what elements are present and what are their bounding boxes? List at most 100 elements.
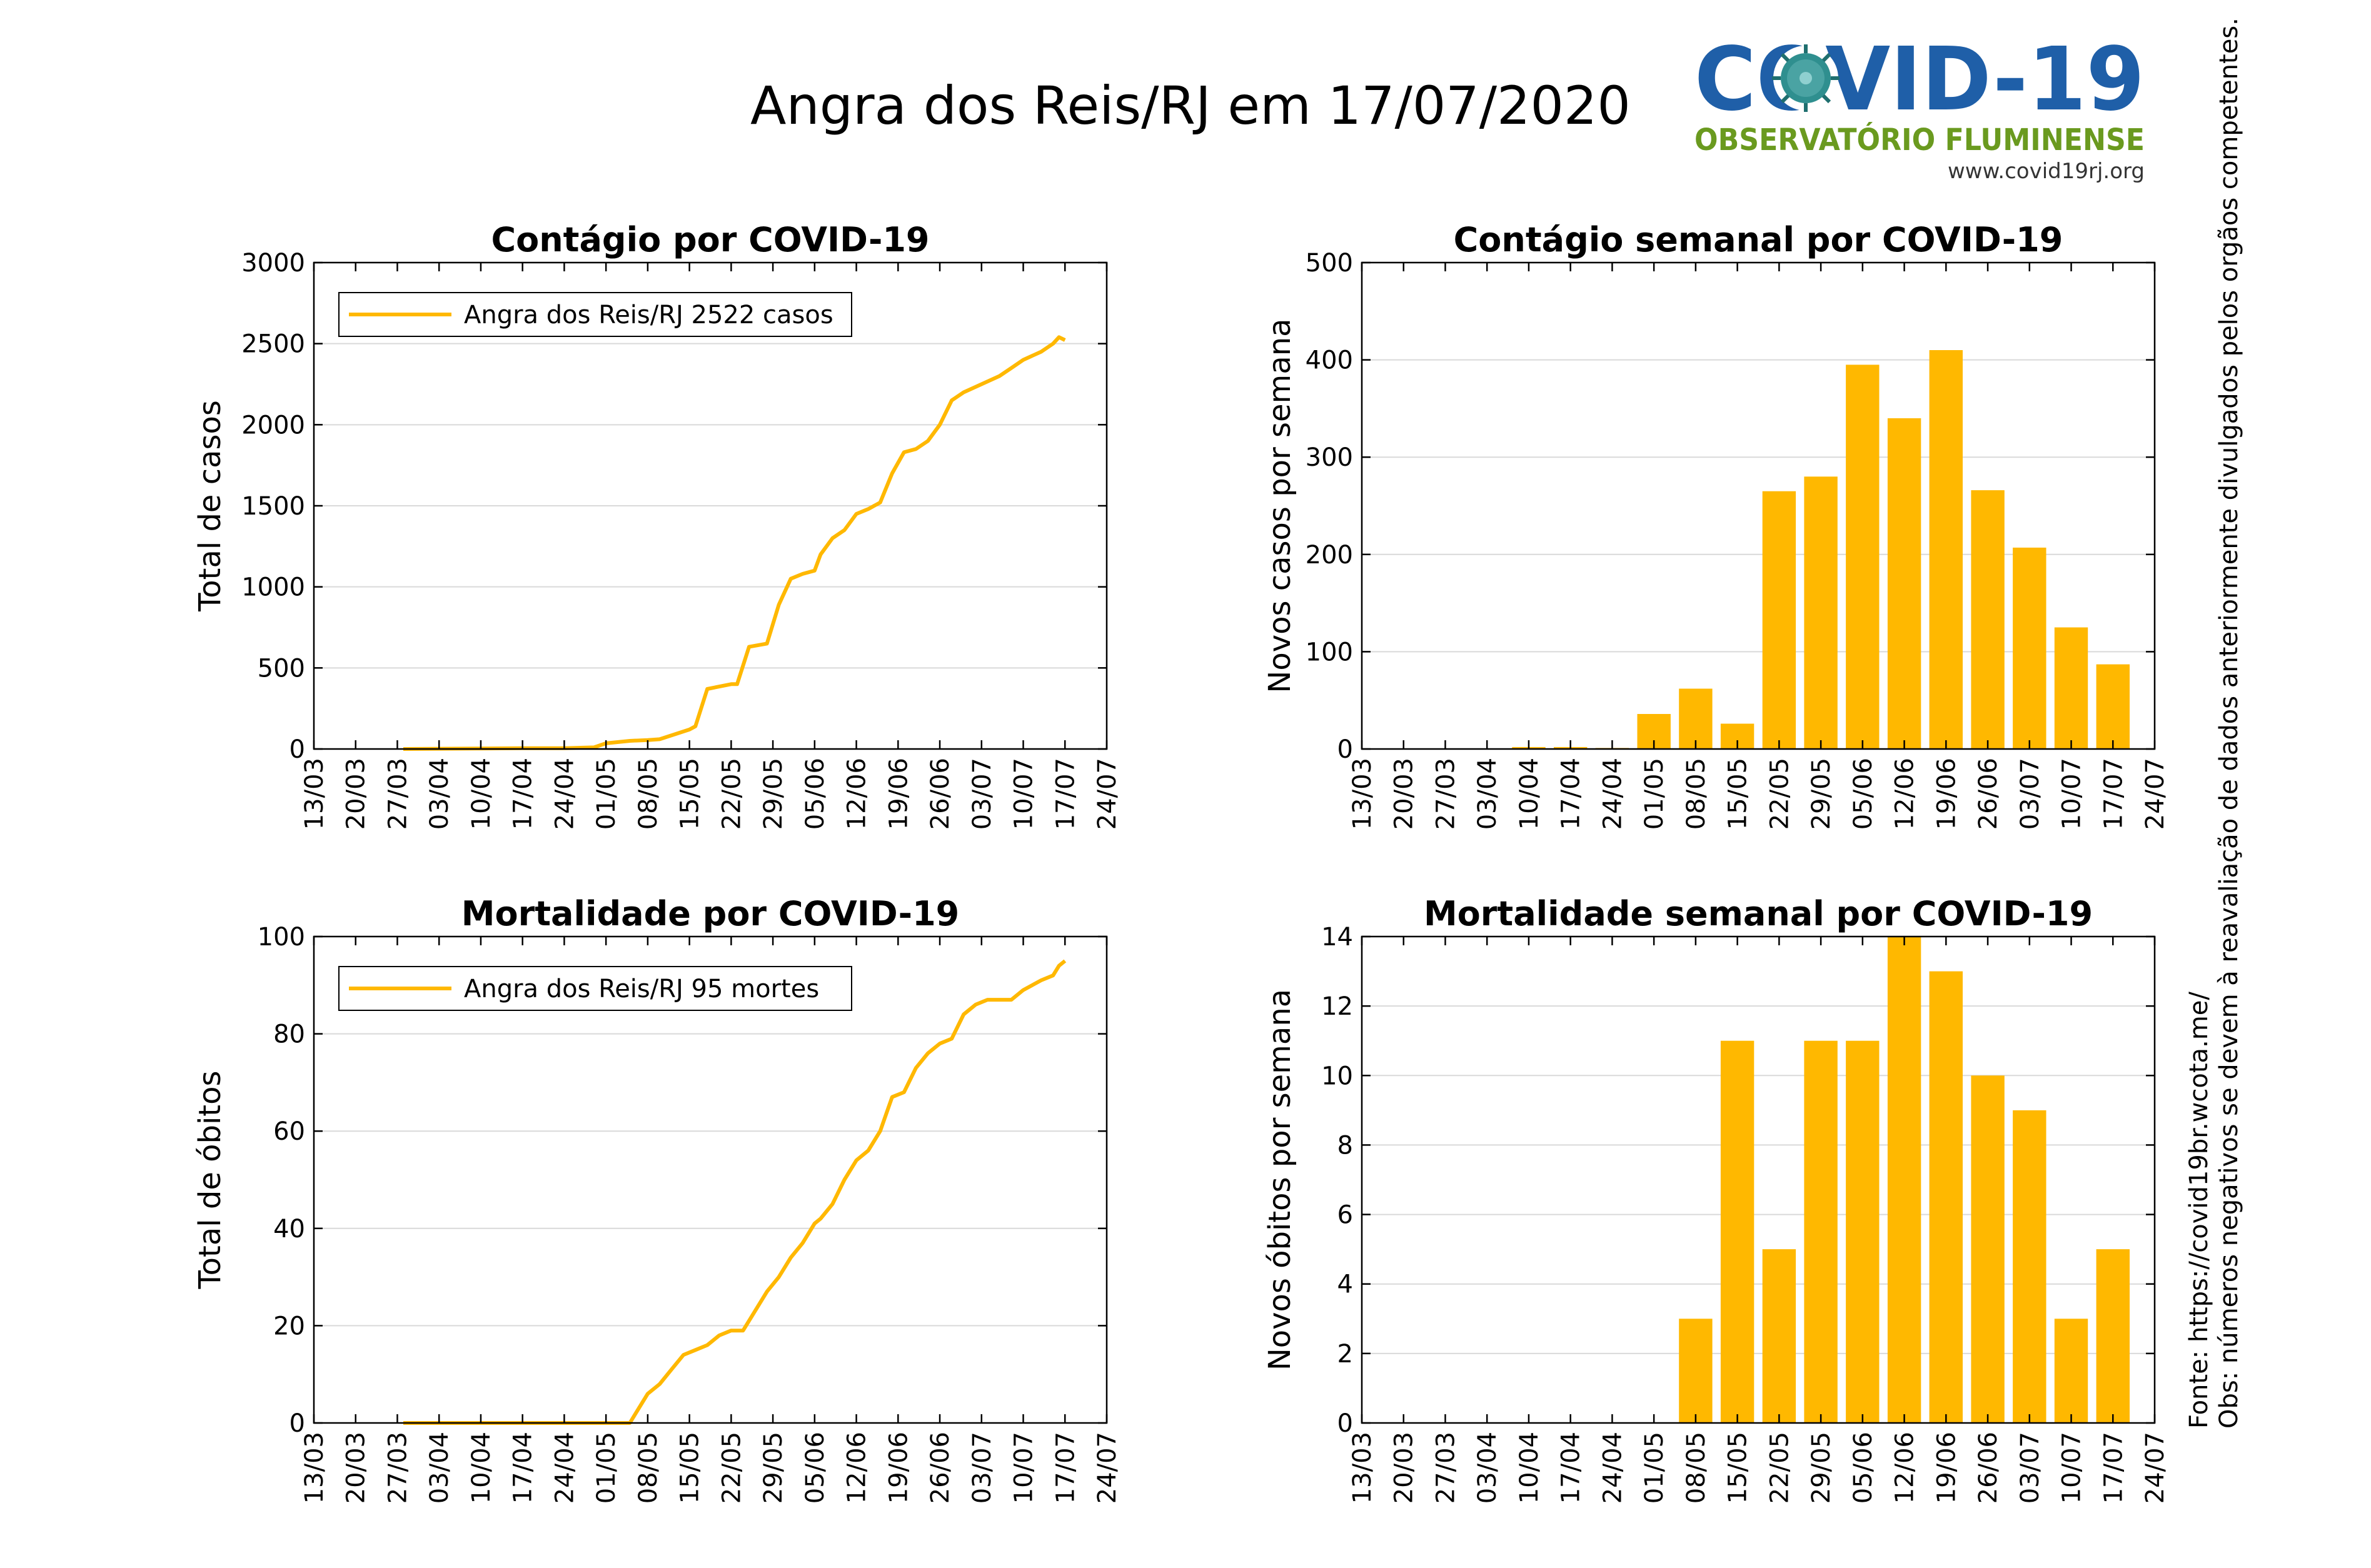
xtick-label: 03/07: [2016, 758, 2045, 830]
xtick-label: 24/04: [1598, 1432, 1627, 1504]
axes-frame: [313, 935, 1108, 1424]
ytick-label: 400: [1306, 346, 1353, 375]
xtick-label: 26/06: [1974, 1432, 2003, 1504]
xtick-label: 03/04: [1473, 758, 1502, 830]
xtick-label: 19/06: [1932, 1432, 1961, 1504]
xtick-label: 15/05: [676, 758, 705, 830]
bar-03/07: [2013, 547, 2046, 749]
xtick-label: 27/03: [1431, 1432, 1460, 1504]
xtick-label: 17/07: [2099, 1432, 2128, 1504]
xtick-label: 20/03: [342, 758, 371, 830]
xtick-label: 24/07: [1093, 1432, 1122, 1504]
bar-08/05: [1679, 688, 1713, 749]
xtick-label: 17/07: [1051, 1432, 1080, 1504]
xtick-label: 26/06: [926, 1432, 955, 1504]
ytick-label: 12: [1321, 992, 1353, 1021]
xtick-label: 24/07: [2141, 1432, 2170, 1504]
ytick-label: 1000: [241, 573, 305, 602]
chart-title: Mortalidade por COVID-19: [461, 894, 959, 933]
xtick-label: 20/03: [1390, 1432, 1419, 1504]
xtick-label: 13/03: [1348, 1432, 1377, 1504]
xtick-label: 20/03: [1390, 758, 1419, 830]
xtick-label: 27/03: [383, 758, 412, 830]
xtick-label: 17/04: [1557, 1432, 1586, 1504]
y-axis-label: Novos óbitos por semana: [1262, 989, 1297, 1370]
ytick-label: 40: [273, 1215, 305, 1244]
xtick-label: 22/05: [1765, 758, 1794, 830]
logo-text-main: COVID-19: [1694, 29, 2145, 131]
xtick-label: 22/05: [1765, 1432, 1794, 1504]
legend: Angra dos Reis/RJ 2522 casos: [338, 292, 852, 337]
bar-19/06: [1929, 971, 1963, 1423]
xtick-label: 24/04: [1598, 758, 1627, 830]
ytick-label: 200: [1306, 541, 1353, 570]
xtick-label: 29/05: [1807, 758, 1836, 830]
xtick-label: 15/05: [1724, 1432, 1753, 1504]
xtick-label: 17/04: [509, 1432, 538, 1504]
xtick-label: 17/04: [1557, 758, 1586, 830]
xtick-label: 05/06: [801, 1432, 830, 1504]
xtick-label: 22/05: [717, 758, 746, 830]
xtick-label: 24/04: [550, 1432, 579, 1504]
xtick-label: 01/05: [592, 1432, 621, 1504]
xtick-label: 26/06: [926, 758, 955, 830]
xtick-label: 03/04: [425, 1432, 454, 1504]
bar-22/05: [1762, 491, 1796, 749]
xtick-label: 03/07: [968, 1432, 997, 1504]
axes-frame: [1361, 935, 2156, 1424]
chart-title: Mortalidade semanal por COVID-19: [1424, 894, 2093, 933]
ytick-label: 10: [1321, 1062, 1353, 1090]
ytick-label: 20: [273, 1312, 305, 1340]
xtick-label: 03/04: [1473, 1432, 1502, 1504]
xtick-label: 08/05: [1682, 1432, 1711, 1504]
xtick-label: 05/06: [1849, 758, 1878, 830]
xtick-label: 15/05: [676, 1432, 705, 1504]
ytick-label: 3000: [241, 249, 305, 278]
bar-05/06: [1846, 1040, 1880, 1423]
xtick-label: 10/04: [467, 1432, 496, 1504]
xtick-label: 03/07: [2016, 1432, 2045, 1504]
ytick-label: 1500: [241, 492, 305, 521]
covid-observatorio-logo: COVID-19 OBSERVATÓRIO FLUMINENSE www.cov…: [1694, 29, 2145, 184]
ytick-label: 100: [1306, 638, 1353, 666]
xtick-label: 10/07: [1010, 758, 1039, 830]
chart-title: Contágio semanal por COVID-19: [1454, 220, 2063, 259]
ytick-label: 500: [1306, 249, 1353, 278]
xtick-label: 10/07: [2058, 1432, 2087, 1504]
xtick-label: 26/06: [1974, 758, 2003, 830]
chart-deaths-weekly: 0 2 4 6 8 10 12 14 13/03 20/03 27/03 03/04 10/04 17/0…: [1262, 894, 2170, 1504]
bar-12/06: [1887, 937, 1921, 1423]
bar-19/06: [1929, 350, 1963, 749]
y-axis-label: Novos casos por semana: [1262, 318, 1297, 693]
bar-10/07: [2054, 1319, 2088, 1423]
xtick-label: 08/05: [634, 758, 663, 830]
xtick-label: 12/06: [1891, 1432, 1920, 1504]
xtick-label: 17/07: [1051, 758, 1080, 830]
xtick-label: 10/04: [467, 758, 496, 830]
xtick-label: 22/05: [717, 1432, 746, 1504]
ytick-label: 500: [258, 654, 305, 683]
ytick-label: 300: [1306, 443, 1353, 472]
xtick-label: 13/03: [300, 1432, 329, 1504]
logo-wordmark: COVID-19 OBSERVATÓRIO FLUMINENSE www.cov…: [1694, 29, 2145, 184]
logo-url: www.covid19rj.org: [1948, 159, 2145, 184]
bar-03/07: [2013, 1110, 2046, 1423]
xtick-label: 13/03: [300, 758, 329, 830]
bar-26/06: [1971, 490, 2005, 749]
ytick-label: 100: [258, 923, 305, 952]
legend-label: Angra dos Reis/RJ 95 mortes: [464, 975, 819, 1003]
ytick-label: 14: [1321, 923, 1353, 952]
ytick-label: 0: [1337, 735, 1353, 764]
xtick-label: 15/05: [1724, 758, 1753, 830]
bar-08/05: [1679, 1319, 1713, 1423]
ytick-label: 2500: [241, 330, 305, 359]
series-line: [403, 335, 1066, 751]
xtick-label: 29/05: [1807, 1432, 1836, 1504]
ytick-label: 60: [273, 1117, 305, 1146]
xtick-label: 05/06: [801, 758, 830, 830]
page-title: Angra dos Reis/RJ em 17/07/2020: [750, 75, 1631, 136]
ytick-label: 8: [1337, 1131, 1353, 1160]
chart-cases-weekly: 0 100 200 300 400 500 13/03 20/03 27/03 03/04 10/0…: [1262, 220, 2170, 830]
xtick-label: 10/07: [1010, 1432, 1039, 1504]
